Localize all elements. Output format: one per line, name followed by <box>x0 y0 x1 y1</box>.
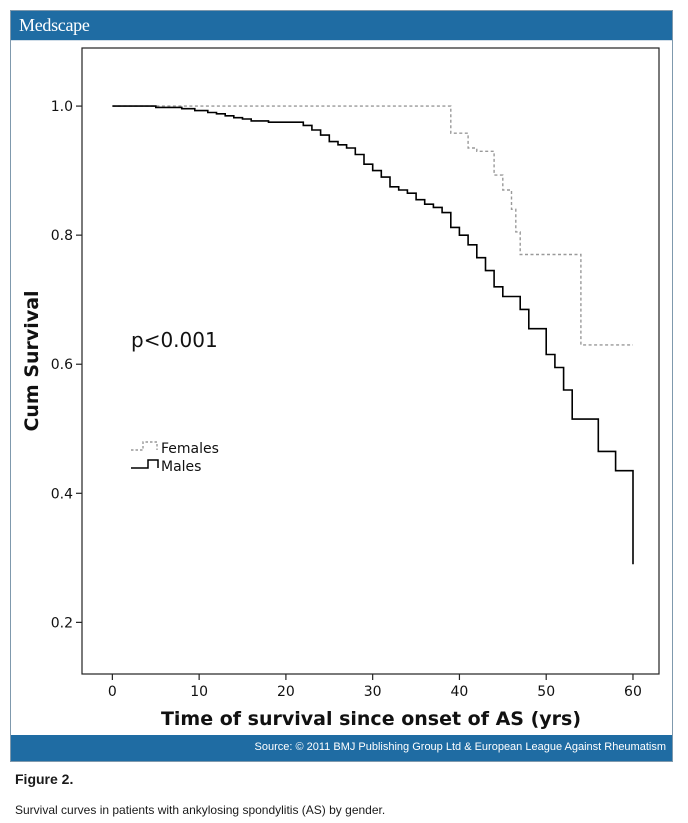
x-tick-label: 40 <box>451 684 469 700</box>
y-tick-label: 0.8 <box>51 228 73 244</box>
x-tick-label: 30 <box>364 684 382 700</box>
y-tick-label: 0.6 <box>51 357 73 373</box>
x-axis-label: Time of survival since onset of AS (yrs) <box>161 708 581 730</box>
y-axis-label: Cum Survival <box>21 290 43 431</box>
figure-caption: Survival curves in patients with ankylos… <box>15 803 386 817</box>
survival-chart: 0.2 0.4 0.6 0.8 1.0 0 10 20 30 40 50 60 p<0.001 Fe… <box>21 47 660 730</box>
figure-frame: Medscape 0.2 0.4 0.6 0.8 1.0 0 10 20 30 40 50 60 p… <box>10 10 673 762</box>
legend-swatch-males <box>131 459 159 469</box>
x-tick-label: 60 <box>624 684 642 700</box>
x-tick-label: 20 <box>277 684 295 700</box>
p-value-annotation: p<0.001 <box>131 328 218 352</box>
y-tick-label: 1.0 <box>51 99 73 115</box>
legend: Females Males <box>131 441 219 475</box>
legend-label-females: Females <box>161 441 219 457</box>
medscape-logo[interactable]: Medscape <box>19 15 90 35</box>
y-tick-label: 0.4 <box>51 486 73 502</box>
y-tick-label: 0.2 <box>51 615 73 631</box>
figure-title: Figure 2. <box>15 771 74 787</box>
legend-swatch-females <box>131 441 158 451</box>
plot-area <box>81 47 660 675</box>
legend-label-males: Males <box>161 459 201 475</box>
header-bar: Medscape <box>11 11 672 41</box>
x-tick-label: 10 <box>190 684 208 700</box>
top-accent <box>664 11 672 13</box>
footer-bar: Source: © 2011 BMJ Publishing Group Ltd … <box>11 735 672 761</box>
source-credit: Source: © 2011 BMJ Publishing Group Ltd … <box>254 741 666 753</box>
series-line-males <box>112 105 634 565</box>
x-tick-label: 0 <box>108 684 117 700</box>
x-tick-label: 50 <box>537 684 555 700</box>
series-line-females <box>112 105 633 346</box>
